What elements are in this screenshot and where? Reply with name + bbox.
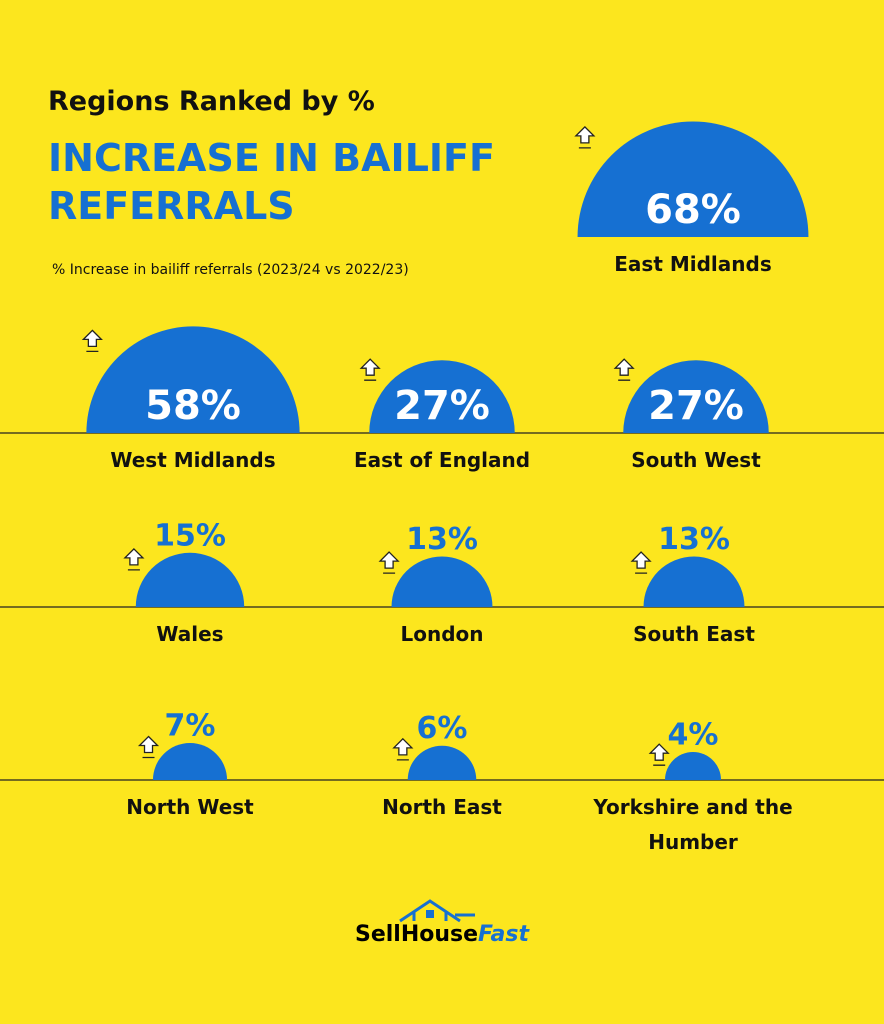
category-label: South East [633, 622, 755, 646]
value-label: 13% [658, 522, 730, 557]
logo-house [399, 899, 475, 923]
value-label: 27% [648, 383, 744, 429]
semicircle [135, 552, 245, 607]
logo-accent: Fast [478, 922, 530, 947]
semicircle [623, 360, 769, 433]
subtitle: % Increase in bailiff referrals (2023/24… [52, 262, 409, 278]
category-label: West Midlands [110, 448, 276, 472]
semicircle [407, 745, 477, 780]
arrow-icon [648, 743, 670, 766]
category-label: North East [382, 795, 502, 819]
arrow-icon [123, 547, 145, 571]
title: Regions Ranked by % [48, 86, 375, 117]
arrow-icon [574, 125, 596, 149]
category-label: Wales [156, 622, 224, 646]
arrow-icon [137, 735, 160, 759]
title-highlight: INCREASE IN BAILIFF REFERRALS [48, 136, 495, 228]
semicircle [391, 556, 493, 607]
arrow-icon [359, 358, 381, 381]
value-label: 27% [394, 383, 490, 429]
logo-text: SellHouse [354, 922, 479, 947]
logo: SellHouseFast [0, 922, 884, 947]
semicircle [577, 121, 809, 237]
semicircle [665, 752, 721, 780]
value-label: 68% [645, 187, 741, 233]
category-label: Yorkshire and the Humber [593, 795, 793, 854]
category-label: London [400, 622, 484, 646]
arrow-icon [613, 358, 635, 381]
arrow-icon [378, 551, 400, 574]
arrow-icon [630, 551, 652, 574]
semicircle [369, 360, 515, 433]
semicircle [643, 556, 745, 607]
value-label: 13% [406, 522, 478, 557]
arrow-icon [392, 737, 414, 761]
category-label: East of England [353, 448, 531, 472]
value-label: 58% [145, 383, 241, 429]
value-label: 4% [668, 718, 719, 753]
logo-window [426, 910, 434, 918]
arrow-icon [81, 329, 103, 353]
value-label: 7% [165, 708, 216, 743]
value-label: 15% [154, 518, 226, 553]
semicircle [152, 742, 228, 780]
category-label: South West [631, 448, 761, 472]
category-label: East Midlands [614, 252, 772, 276]
category-label: North West [126, 795, 254, 819]
semicircle [86, 326, 300, 433]
value-label: 6% [417, 711, 468, 746]
